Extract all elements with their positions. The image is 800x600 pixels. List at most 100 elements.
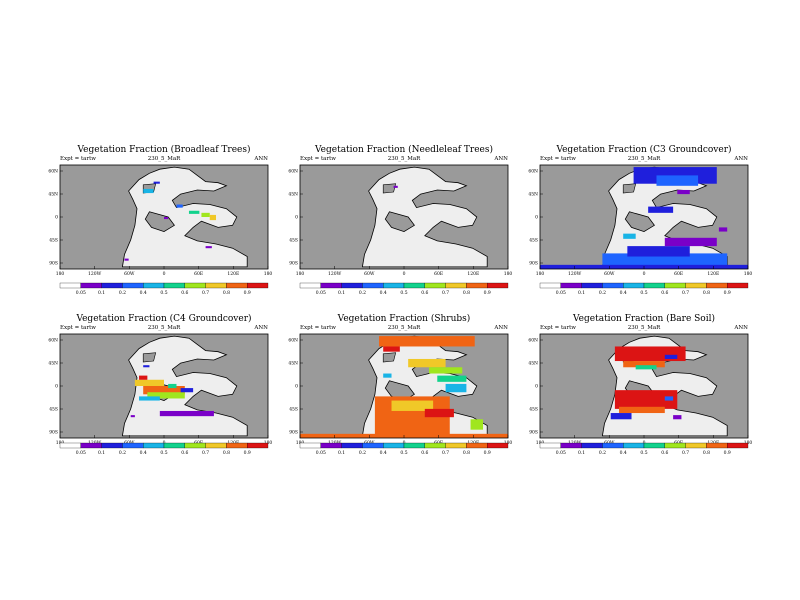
colorbar-label: 0.2 — [119, 290, 126, 296]
panel-title: Vegetation Fraction (Broadleaf Trees) — [77, 144, 251, 155]
colorbar-label: 0.05 — [76, 450, 86, 456]
colorbar-swatch — [445, 282, 467, 289]
colorbar-swatch — [466, 442, 488, 449]
colorbar-label: 0.1 — [578, 450, 585, 456]
vegetation-cell — [619, 406, 665, 414]
y-tick-label: 90S — [49, 261, 58, 267]
colorbar-swatch — [205, 282, 227, 289]
vegetation-cell — [664, 237, 717, 247]
panel-title: Vegetation Fraction (Shrubs) — [337, 313, 471, 324]
panel-subtitle: 230_5_MaR — [148, 325, 181, 331]
x-tick-label: 180 — [296, 271, 305, 277]
colorbar-swatch — [706, 282, 728, 289]
x-tick-label: 60E — [434, 271, 443, 277]
colorbar-swatch — [143, 282, 165, 289]
coastal-inlet — [382, 352, 397, 363]
vegetation-cell — [664, 354, 678, 359]
vegetation-cell — [168, 383, 177, 389]
expt-label: Expt = tartw — [60, 156, 96, 162]
inland-sea — [624, 211, 655, 233]
vegetation-cell — [664, 396, 674, 401]
vegetation-cell — [134, 379, 164, 386]
colorbar-label: 0.8 — [703, 450, 710, 456]
colorbar-swatch — [362, 282, 384, 289]
y-tick-label: 0 — [55, 384, 58, 390]
colorbar-label: 0.9 — [484, 290, 491, 296]
colorbar-swatch — [341, 442, 363, 449]
colorbar-swatch — [581, 282, 603, 289]
y-tick-label: 60N — [528, 338, 538, 344]
colorbar-swatch — [383, 282, 405, 289]
colorbar-swatch — [602, 442, 624, 449]
colorbar-swatch — [445, 442, 467, 449]
panel-subtitle: 230_5_MaR — [628, 156, 661, 162]
colorbar-label: 0.6 — [181, 450, 188, 456]
colorbar-swatch — [685, 442, 707, 449]
season-label: ANN — [493, 325, 508, 331]
y-tick-label: 45S — [49, 238, 58, 244]
colorbar-swatch — [341, 282, 363, 289]
colorbar-swatch — [320, 442, 342, 449]
colorbar-label: 0.4 — [380, 450, 387, 456]
colorbar-label: 0.7 — [682, 290, 689, 296]
colorbar-swatch — [581, 442, 603, 449]
colorbar-swatch — [602, 282, 624, 289]
season-label: ANN — [733, 325, 748, 331]
colorbar-label: 0.9 — [244, 450, 251, 456]
colorbar-label: 0.9 — [724, 290, 731, 296]
panel-subtitle: 230_5_MaR — [148, 156, 181, 162]
inland-sea — [144, 211, 175, 233]
colorbar-label: 0.1 — [98, 290, 105, 296]
colorbar-swatch — [727, 282, 749, 289]
vegetation-cell — [143, 188, 154, 194]
x-tick-label: 180 — [504, 271, 513, 277]
x-tick-label: 120W — [88, 271, 102, 277]
vegetation-cell — [424, 408, 454, 418]
vegetation-cell — [130, 415, 135, 418]
colorbar-swatch — [539, 442, 561, 449]
y-tick-label: 45N — [48, 361, 58, 367]
vegetation-cell — [383, 373, 392, 378]
colorbar-swatch — [403, 282, 425, 289]
colorbar-label: 0.1 — [338, 290, 345, 296]
colorbar-swatch — [80, 442, 102, 449]
colorbar-swatch — [163, 442, 185, 449]
colorbar-label: 0.05 — [76, 290, 86, 296]
vegetation-cell — [205, 246, 212, 249]
colorbar-swatch — [623, 442, 645, 449]
expt-label: Expt = tartw — [540, 156, 576, 162]
colorbar-swatch — [487, 282, 509, 289]
y-tick-label: 45S — [289, 238, 298, 244]
colorbar-swatch — [539, 282, 561, 289]
panel-title: Vegetation Fraction (Bare Soil) — [572, 313, 715, 324]
season-label: ANN — [493, 156, 508, 162]
colorbar-swatch — [466, 282, 488, 289]
x-tick-label: 60E — [194, 271, 203, 277]
y-tick-label: 90S — [529, 430, 538, 436]
y-tick-label: 0 — [295, 215, 298, 221]
colorbar-label: 0.1 — [98, 450, 105, 456]
colorbar-swatch — [623, 282, 645, 289]
panel-subtitle: 230_5_MaR — [388, 325, 421, 331]
y-tick-label: 45N — [288, 192, 298, 198]
coastal-inlet — [142, 352, 157, 363]
expt-label: Expt = tartw — [60, 325, 96, 331]
y-tick-label: 45S — [49, 407, 58, 413]
colorbar-swatch — [80, 282, 102, 289]
season-label: ANN — [253, 325, 268, 331]
x-tick-label: 180 — [264, 271, 273, 277]
vegetation-cell — [124, 258, 129, 261]
expt-label: Expt = tartw — [540, 325, 576, 331]
x-tick-label: 120W — [568, 271, 582, 277]
y-tick-label: 45S — [289, 407, 298, 413]
vegetation-cell — [391, 400, 434, 411]
vegetation-cell — [153, 181, 160, 184]
panel-4: Vegetation Fraction (C4 Groundcover)230_… — [48, 313, 272, 456]
y-tick-label: 45N — [288, 361, 298, 367]
colorbar-label: 0.8 — [223, 290, 230, 296]
vegetation-cell — [718, 227, 728, 232]
inland-sea — [384, 211, 415, 233]
colorbar-label: 0.9 — [244, 290, 251, 296]
colorbar-swatch — [643, 442, 665, 449]
